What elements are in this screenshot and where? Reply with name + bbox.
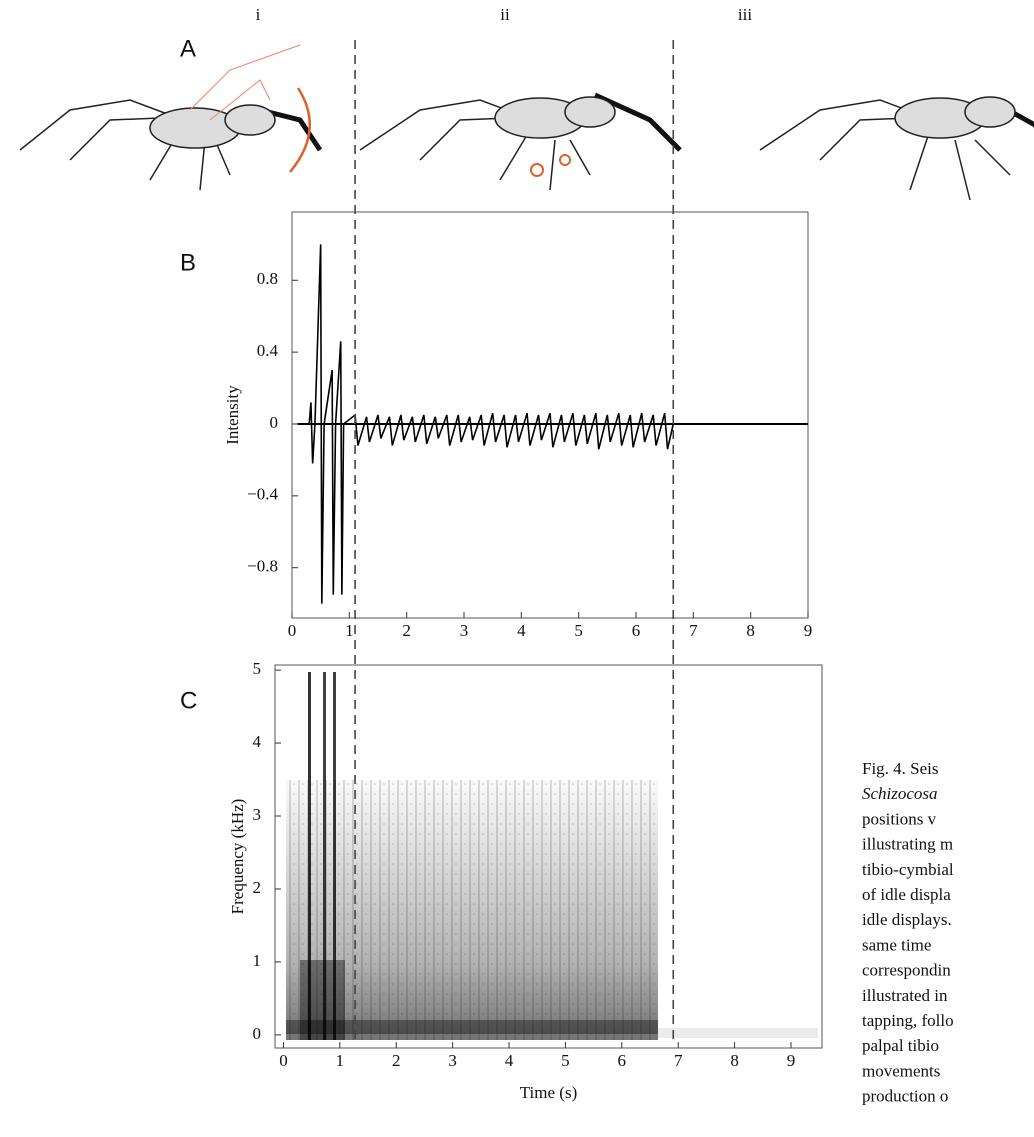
panel-label: C (180, 687, 197, 714)
caption-line: palpal tibio (862, 1036, 939, 1055)
y-tick-label: 4 (253, 732, 262, 751)
spider-illustration (19, 44, 1034, 201)
caption-line: positions v (862, 809, 937, 828)
x-tick-label: 4 (505, 1051, 514, 1070)
y-tick-label: 0.4 (257, 341, 279, 360)
y-tick-label: −0.4 (247, 485, 278, 504)
y-tick-label: 3 (253, 805, 262, 824)
caption-line: Schizocosa (862, 784, 938, 803)
caption-line: of idle displa (862, 885, 951, 904)
caption-line: production o (862, 1087, 948, 1106)
caption: Fig. 4. Seis Schizocosa positions v illustr… (862, 759, 954, 1106)
y-tick-label: −0.8 (247, 557, 278, 576)
x-tick-label: 5 (574, 621, 583, 640)
x-tick-label: 0 (279, 1051, 288, 1070)
y-tick-label: 1 (253, 951, 262, 970)
x-tick-label: 0 (288, 621, 297, 640)
caption-line: illustrating m (862, 835, 953, 854)
column-label: ii (500, 5, 510, 24)
y-tick-label: 0 (270, 413, 279, 432)
caption-line: correspondin (862, 961, 951, 980)
caption-line: same time (862, 935, 931, 954)
caption-line: idle displays. (862, 910, 952, 929)
x-tick-label: 9 (804, 621, 813, 640)
y-tick-label: 2 (253, 878, 262, 897)
spectrogram-texture (286, 672, 818, 1040)
x-tick-label: 6 (618, 1051, 627, 1070)
x-tick-label: 1 (345, 621, 354, 640)
caption-line: tapping, follo (862, 1011, 954, 1030)
x-tick-label: 6 (632, 621, 641, 640)
caption-line: Fig. 4. Seis (862, 759, 939, 778)
caption-line: movements (862, 1061, 940, 1080)
column-label: iii (738, 5, 752, 24)
caption-line: illustrated in (862, 986, 948, 1005)
x-tick-label: 5 (561, 1051, 570, 1070)
x-tick-label: 8 (746, 621, 755, 640)
x-tick-label: 4 (517, 621, 526, 640)
x-tick-label: 8 (730, 1051, 739, 1070)
x-tick-label: 2 (392, 1051, 401, 1070)
y-tick-label: 0 (253, 1024, 262, 1043)
y-tick-label: 0.8 (257, 269, 278, 288)
y-tick-label: 5 (253, 659, 262, 678)
y-axis-label: Intensity (223, 385, 242, 445)
waveform (297, 244, 808, 604)
x-tick-label: 3 (460, 621, 469, 640)
plot-frame (291, 211, 809, 619)
x-tick-label: 7 (689, 621, 698, 640)
column-label: i (256, 5, 261, 24)
x-tick-label: 2 (402, 621, 411, 640)
x-tick-label: 7 (674, 1051, 683, 1070)
caption-line: tibio-cymbial (862, 860, 954, 879)
x-tick-label: 3 (448, 1051, 457, 1070)
x-axis-label: Time (s) (520, 1083, 577, 1102)
y-axis-label: Frequency (kHz) (228, 799, 247, 915)
plot-frame (274, 664, 823, 1049)
x-tick-label: 1 (336, 1051, 345, 1070)
panel-label: A (180, 35, 196, 62)
panel-label: B (180, 249, 196, 276)
x-tick-label: 9 (787, 1051, 796, 1070)
